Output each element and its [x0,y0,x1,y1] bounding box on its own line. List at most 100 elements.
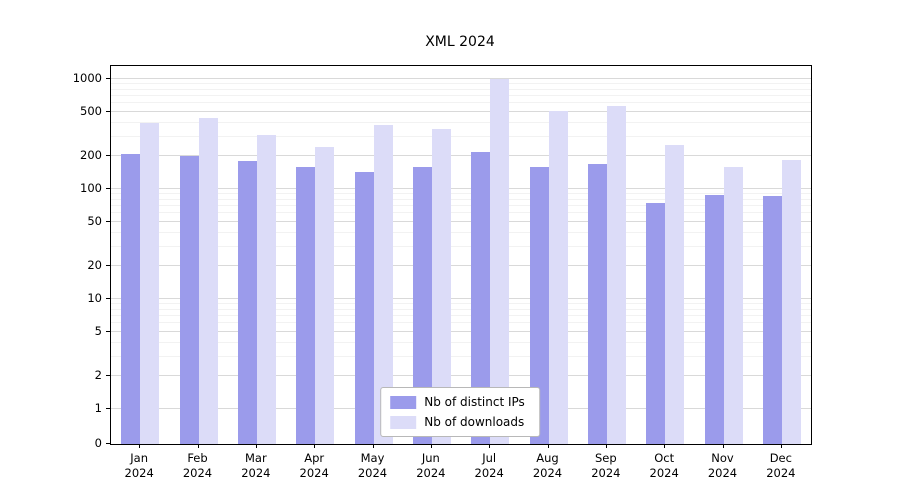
x-tick-label: Jun 2024 [416,451,446,480]
major-gridline [111,154,811,156]
minor-gridline [111,212,811,214]
major-gridline [111,264,811,266]
bar-downloads [198,118,218,444]
legend-swatch-downloads [390,415,417,429]
x-tick-mark [780,444,782,448]
x-tick-mark [430,444,432,448]
y-tick-mark [106,111,110,113]
minor-gridline [111,135,811,137]
x-tick-mark [722,444,724,448]
y-tick-label: 100 [80,181,102,195]
y-tick-label: 1 [94,401,102,415]
bar-downloads [315,147,335,444]
x-tick-label: Oct 2024 [649,451,679,480]
legend: Nb of distinct IPs Nb of downloads [380,387,540,437]
y-tick-mark [106,78,110,79]
bar-distinct-ips [412,167,432,444]
bar-downloads [431,129,451,444]
major-gridline [111,331,811,333]
y-tick-label: 200 [80,147,102,162]
x-tick-mark [139,444,141,448]
minor-gridline [111,303,811,305]
x-tick-label: Sep 2024 [591,451,621,480]
y-tick-mark [106,221,110,223]
minor-gridline [111,102,811,104]
minor-gridline [111,95,811,97]
minor-gridline [111,245,811,247]
legend-swatch-distinct-ips [390,395,417,409]
x-tick-label: Aug 2024 [532,451,563,480]
y-tick-mark [106,264,110,266]
minor-gridline [111,231,811,233]
x-tick-mark [372,444,374,448]
legend-label-distinct-ips: Nb of distinct IPs [424,395,525,409]
y-tick-label: 10 [87,291,102,305]
major-gridline [111,111,811,113]
bar-downloads [256,134,276,444]
bar-distinct-ips [179,155,199,444]
y-tick-mark [106,188,110,189]
minor-gridline [111,322,811,324]
minor-gridline [111,193,811,195]
major-gridline [111,188,811,189]
x-tick-label: May 2024 [357,451,388,480]
x-tick-mark [547,444,549,448]
y-tick-label: 500 [80,104,102,119]
minor-gridline [111,315,811,317]
major-gridline [111,298,811,299]
x-tick-label: Apr 2024 [299,451,329,480]
x-tick-label: Dec 2024 [766,451,796,480]
bar-downloads [665,145,685,444]
x-tick-label: Mar 2024 [241,451,271,480]
bar-distinct-ips [237,161,257,444]
bar-distinct-ips [587,164,607,444]
y-tick-mark [106,298,110,299]
minor-gridline [111,308,811,310]
bar-downloads [548,111,568,444]
minor-gridline [111,355,811,357]
bar-downloads [140,122,160,444]
bar-downloads [373,125,393,444]
major-gridline [111,374,811,376]
x-tick-label: Jul 2024 [474,451,504,480]
bar-distinct-ips [471,151,491,444]
y-tick-mark [106,408,110,409]
x-tick-label: Feb 2024 [182,451,213,480]
minor-gridline [111,205,811,207]
x-tick-mark [255,444,257,448]
minor-gridline [111,341,811,343]
minor-gridline [111,198,811,200]
x-tick-mark [605,444,607,448]
plot-area [110,65,812,445]
y-tick-label: 0 [94,436,102,450]
chart-title: XML 2024 [425,34,495,50]
legend-item-downloads: Nb of downloads [390,415,525,429]
minor-gridline [111,83,811,85]
bar-downloads [490,79,510,444]
y-tick-label: 50 [87,214,102,229]
bar-downloads [723,166,743,444]
bar-distinct-ips [529,167,549,444]
major-gridline [111,78,811,79]
minor-gridline [111,88,811,90]
x-tick-mark [197,444,199,448]
y-tick-label: 2 [94,367,102,382]
major-gridline [111,221,811,223]
bar-distinct-ips [121,153,141,444]
bar-downloads [781,159,801,444]
bar-distinct-ips [704,195,724,444]
x-tick-label: Jan 2024 [124,451,154,480]
y-tick-label: 1000 [72,71,102,85]
bar-distinct-ips [296,167,316,444]
legend-item-distinct-ips: Nb of distinct IPs [390,395,525,409]
minor-gridline [111,121,811,123]
y-tick-label: 5 [94,324,102,339]
y-tick-mark [106,374,110,376]
bar-downloads [606,105,626,444]
bar-distinct-ips [762,196,782,444]
legend-label-downloads: Nb of downloads [424,415,525,429]
y-tick-mark [106,331,110,333]
y-tick-mark [106,154,110,156]
x-tick-mark [314,444,316,448]
